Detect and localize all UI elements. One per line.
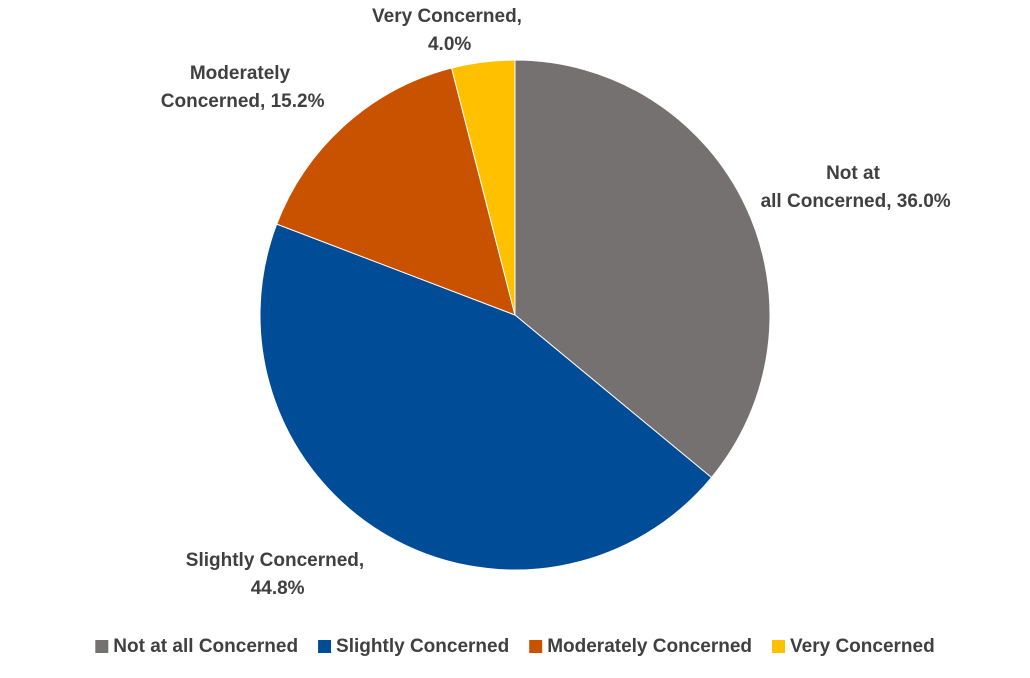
data-label: Moderately Concerned, 15.2%	[156, 63, 325, 112]
legend-swatch	[772, 640, 786, 653]
legend-swatch	[95, 640, 109, 653]
legend-swatch	[318, 640, 332, 653]
pie-slice	[514, 59, 771, 479]
legend-item: Moderately Concerned	[529, 636, 752, 657]
data-label: Slightly Concerned, 44.8%	[186, 550, 364, 599]
legend-label: Slightly Concerned	[336, 636, 509, 657]
legend-item: Slightly Concerned	[318, 636, 509, 657]
data-label-line: 4.0%	[423, 34, 472, 55]
pie-slice	[259, 223, 713, 571]
legend-label: Very Concerned	[790, 636, 935, 657]
data-label: Very Concerned, 4.0%	[372, 6, 522, 55]
legend-swatch	[529, 640, 543, 653]
legend-label: Not at all Concerned	[113, 636, 298, 657]
legend-label: Moderately Concerned	[547, 636, 752, 657]
data-label-line: all Concerned, 36.0%	[755, 191, 950, 212]
data-label-line: Very Concerned,	[372, 6, 522, 27]
data-label: Not at all Concerned, 36.0%	[755, 163, 950, 212]
data-label-line: Slightly Concerned,	[186, 550, 364, 571]
data-label-line: 44.8%	[245, 578, 304, 599]
data-label-line: Concerned, 15.2%	[156, 91, 325, 112]
data-label-line: Not at	[826, 163, 881, 184]
pie-slice	[276, 67, 516, 316]
pie-slice	[450, 59, 516, 316]
data-label-line: Moderately	[190, 63, 291, 84]
legend-item: Not at all Concerned	[95, 636, 298, 657]
legend-item: Very Concerned	[772, 636, 935, 657]
